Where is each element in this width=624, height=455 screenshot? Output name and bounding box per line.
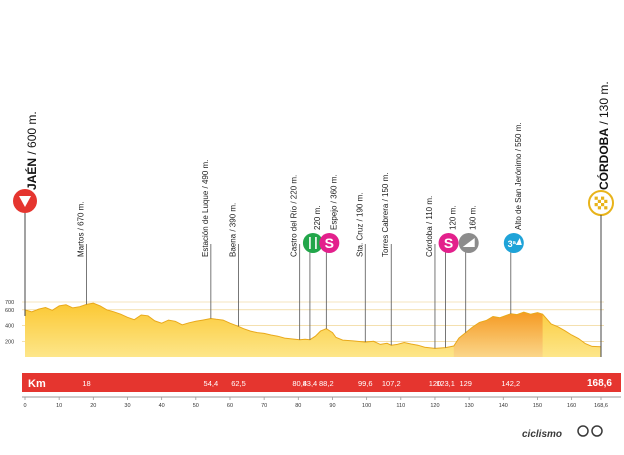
km-marker-label: 88,2 — [319, 379, 334, 388]
checker-square — [597, 206, 601, 210]
x-tick-label: 160 — [567, 403, 576, 409]
km-marker-label: 83,4 — [303, 379, 318, 388]
y-tick-label: 600 — [5, 308, 14, 314]
y-axis: 200 400 600 700 — [5, 300, 14, 345]
start-label: JAÉN / 600 m. — [24, 111, 39, 190]
bonus-sprint-icon — [458, 233, 479, 253]
sprint-badge — [438, 233, 459, 253]
feed-zone-badge — [302, 233, 323, 253]
sprint-icon: S — [438, 233, 459, 253]
mountain-icon — [515, 238, 522, 245]
x-tick-label: 120 — [430, 403, 439, 409]
sprint-badge — [319, 233, 340, 253]
finish-label: CÓRDOBA / 130 m. — [596, 81, 611, 190]
km-marker-label: 129 — [459, 379, 472, 388]
finish-marker: CÓRDOBA / 130 m. — [588, 81, 614, 357]
y-tick-label: 700 — [5, 300, 14, 306]
x-tick-label: 140 — [499, 403, 508, 409]
waypoint-label: Alto de San Jerónimo / 550 m. — [514, 122, 523, 230]
waypoint-label: 120 m. — [449, 206, 458, 230]
km-bar — [22, 373, 621, 392]
watermark-text: ciclismo — [522, 429, 562, 440]
waypoint-label: Córdoba / 110 m. — [425, 196, 434, 257]
start-arrow-icon — [19, 196, 31, 207]
km-marker-label: 62,5 — [231, 379, 246, 388]
km-marker-label: 123,1 — [436, 379, 455, 388]
waypoint-label: Sta. Cruz / 190 m. — [355, 193, 364, 257]
profile-area — [24, 302, 602, 357]
checkered-flag-icon — [594, 196, 608, 210]
x-tick-label: 168,6 — [594, 403, 608, 409]
x-tick-label: 40 — [159, 403, 165, 409]
checker-square — [601, 196, 605, 200]
waypoint-lines — [86, 244, 512, 349]
watermark-wheel-icon — [577, 425, 589, 437]
x-tick-label: 90 — [329, 403, 335, 409]
waypoint-icons: S S 3ª — [302, 233, 524, 253]
x-tick-label: 60 — [227, 403, 233, 409]
waypoint-label: Estación de Luque / 490 m. — [201, 160, 210, 257]
watermark-wheel-icon — [591, 425, 603, 437]
x-tick-label: 30 — [124, 403, 130, 409]
x-tick-label: 150 — [533, 403, 542, 409]
finish-name: CÓRDOBA — [596, 128, 611, 190]
waypoint-label: Baena / 390 m. — [229, 203, 238, 257]
checker-square — [604, 206, 608, 210]
km-marker-label: 107,2 — [382, 379, 401, 388]
km-marker-label: 120 — [429, 379, 442, 388]
x-tick-label: 70 — [261, 403, 267, 409]
x-tick-label: 0 — [23, 403, 26, 409]
sprint-letter: S — [444, 235, 453, 251]
x-tick-label: 10 — [56, 403, 62, 409]
km-marker-label: 80,4 — [292, 379, 307, 388]
x-tick-label: 20 — [90, 403, 96, 409]
x-tick-label: 50 — [193, 403, 199, 409]
feed-zone-icon — [302, 233, 323, 253]
km-marker-label: 54,4 — [204, 379, 219, 388]
km-label: Km — [28, 378, 46, 390]
climb-3rd-category-icon: 3ª — [503, 233, 524, 253]
waypoint-labels: Martos / 670 m. Estación de Luque / 490 m… — [77, 122, 523, 257]
checker-square — [604, 199, 608, 203]
start-marker: JAÉN / 600 m. — [13, 111, 39, 316]
climb-category-label: 3ª — [508, 239, 517, 249]
climb-area-fill — [453, 312, 543, 357]
checker-square — [594, 196, 598, 200]
climb-badge — [503, 233, 524, 253]
watermark-logo: ciclismo — [522, 425, 603, 440]
waypoint-label: Martos / 670 m. — [77, 201, 86, 257]
km-marker-label: 142,2 — [501, 379, 520, 388]
km-marker-label: 18 — [82, 379, 90, 388]
finish-altitude: / 130 m. — [597, 81, 611, 128]
bonus-ramp-icon — [462, 238, 475, 247]
y-tick-label: 200 — [5, 339, 14, 345]
start-name: JAÉN — [24, 158, 39, 190]
checker-square — [594, 203, 598, 207]
waypoint-label: 160 m. — [469, 206, 478, 230]
checker-square — [601, 203, 605, 207]
sprint-icon: S — [319, 233, 340, 253]
profile-line — [24, 302, 602, 349]
start-altitude: / 600 m. — [25, 111, 39, 158]
waypoint-label: Castro del Río / 220 m. — [290, 175, 299, 257]
x-tick-label: 80 — [295, 403, 301, 409]
y-tick-label: 400 — [5, 324, 14, 330]
waypoint-label: Espejo / 360 m. — [329, 174, 338, 230]
checker-square — [597, 199, 601, 203]
waypoint-label: 220 m. — [313, 206, 322, 230]
km-marker-label: 99,6 — [358, 379, 373, 388]
x-tick-label: 130 — [465, 403, 474, 409]
sprint-letter: S — [325, 235, 334, 251]
x-tick-label: 110 — [396, 403, 405, 409]
x-tick-label: 100 — [362, 403, 371, 409]
waypoint-label: Torres Cabrera / 150 m. — [381, 173, 390, 257]
x-axis: 0 10 20 30 40 50 60 70 80 90 100 110 120 130 140 150 160… — [23, 397, 608, 409]
km-marker-label: 168,6 — [587, 378, 612, 389]
